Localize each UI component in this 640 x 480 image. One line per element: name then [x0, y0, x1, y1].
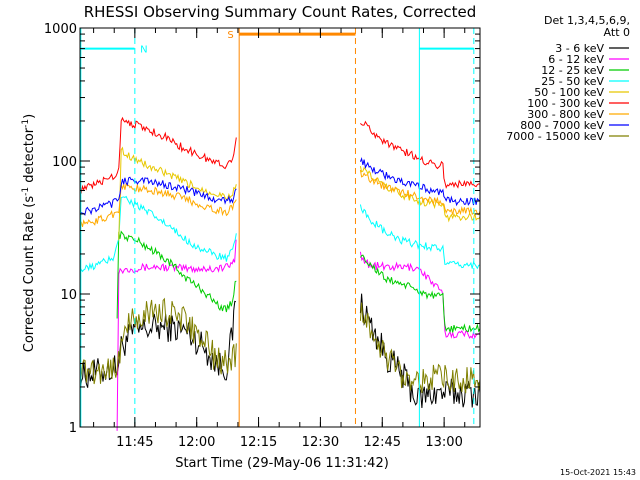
x-tick-label-3: 12:30: [302, 435, 339, 450]
legend-label-4: 50 - 100 keV: [534, 86, 604, 99]
legend-label-3: 25 - 50 keV: [541, 75, 604, 88]
plot-area: N S 1 10 100 1000 11:45 12:00 12:15 12:30 12:45 13:…: [44, 22, 481, 450]
x-tick-label-4: 12:45: [364, 435, 401, 450]
y-tick-label-3: 1000: [44, 22, 77, 37]
series-line-5: [79, 116, 481, 195]
series-line-1: [116, 239, 481, 431]
marker-1: S: [227, 30, 233, 41]
y-axis-label-end: ): [22, 114, 37, 119]
y-axis-label-mid: detector: [22, 127, 37, 187]
chart-title: RHESSI Observing Summary Count Rates, Co…: [84, 3, 477, 21]
marker-0: N: [140, 45, 147, 56]
legend-label-2: 12 - 25 keV: [541, 64, 604, 77]
series-line-0: [79, 293, 481, 409]
y-axis-label: Corrected Count Rate (s-1 detector-1): [21, 114, 37, 352]
legend-label-1: 6 - 12 keV: [548, 53, 604, 66]
y-tick-label-2: 100: [52, 155, 77, 170]
y-axis-label-sup2: -1: [21, 119, 31, 128]
legend-label-6: 300 - 800 keV: [527, 108, 604, 121]
legend-label-7: 800 - 7000 keV: [520, 119, 604, 132]
footer-timestamp: 15-Oct-2021 15:43: [560, 468, 636, 477]
x-axis-label: Start Time (29-May-06 11:31:42): [175, 456, 389, 471]
plot-frame: [79, 27, 481, 428]
legend-label-5: 100 - 300 keV: [527, 97, 604, 110]
legend-header-1: Det 1,3,4,5,6,9,: [544, 14, 630, 27]
x-tick-label-2: 12:15: [240, 435, 277, 450]
legend-label-8: 7000 - 15000 keV: [506, 130, 604, 143]
x-tick-label-5: 13:00: [425, 435, 462, 450]
series-line-8: [79, 297, 481, 394]
series-line-6: [79, 169, 481, 229]
y-axis-label-main: Corrected Count Rate (s: [22, 196, 37, 353]
y-axis-label-sup1: -1: [21, 187, 31, 196]
series-line-3: [79, 195, 481, 275]
legend-header-2: Att 0: [604, 26, 630, 39]
y-tick-label-1: 10: [60, 288, 77, 303]
x-tick-label-1: 12:00: [178, 435, 215, 450]
x-tick-label-0: 11:45: [116, 435, 153, 450]
legend-label-0: 3 - 6 keV: [555, 42, 604, 55]
y-tick-label-0: 1: [69, 421, 77, 436]
